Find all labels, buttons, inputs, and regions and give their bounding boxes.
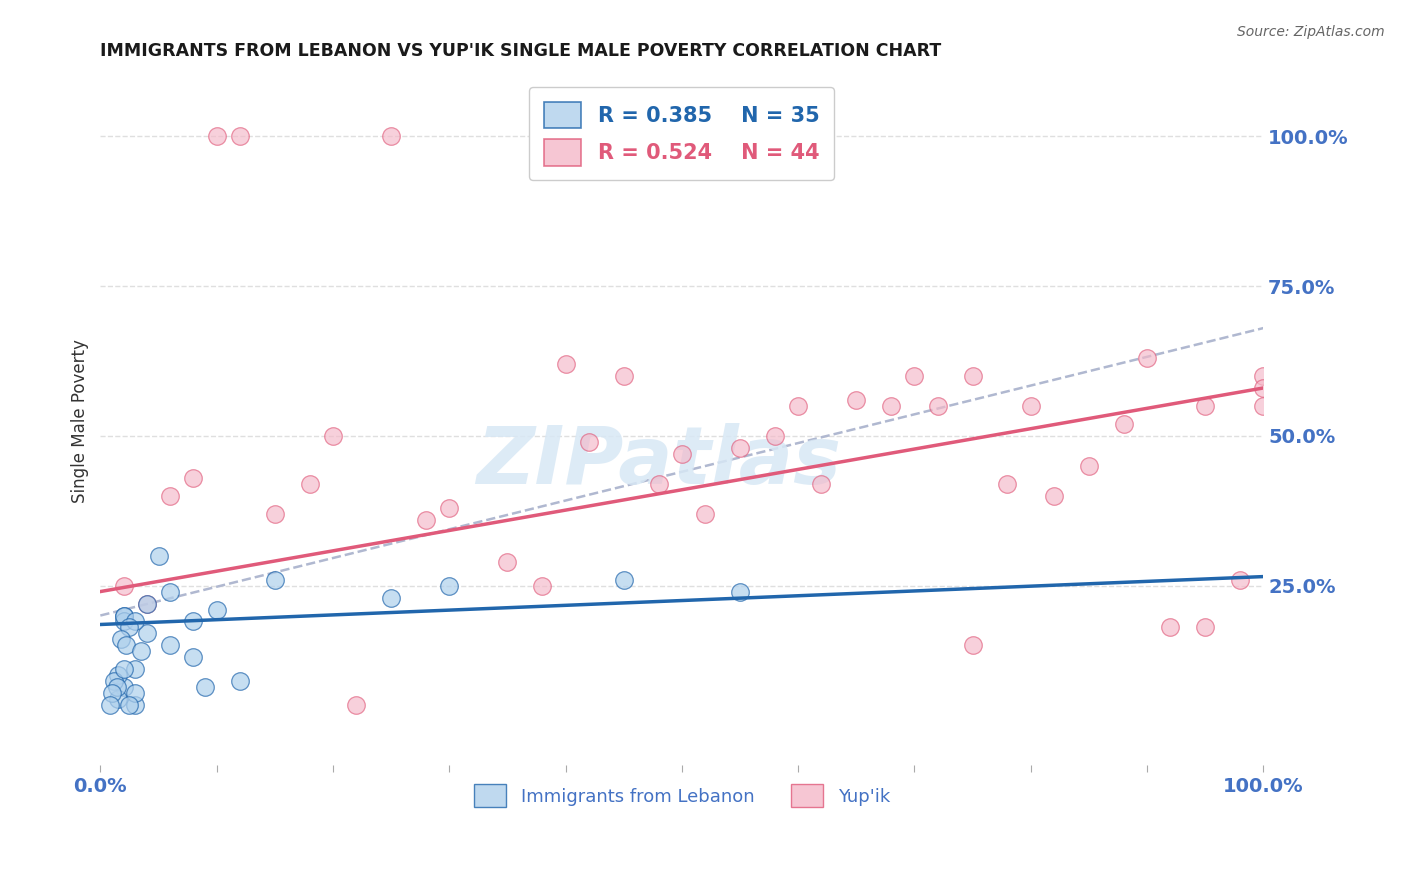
Point [1253, 369, 1275, 384]
Point [124, 615, 146, 629]
Point [229, 674, 252, 689]
Point [880, 399, 903, 413]
Point [531, 578, 554, 592]
Point [1043, 489, 1066, 503]
Point [845, 392, 868, 407]
Point [135, 597, 157, 611]
Y-axis label: Single Male Poverty: Single Male Poverty [72, 339, 89, 503]
Point [135, 597, 157, 611]
Point [110, 632, 132, 647]
Point [229, 129, 252, 144]
Point [148, 549, 170, 563]
Point [98, 698, 121, 713]
Point [183, 615, 205, 629]
Point [1077, 458, 1099, 473]
Point [613, 573, 636, 587]
Point [322, 429, 344, 443]
Text: Source: ZipAtlas.com: Source: ZipAtlas.com [1237, 25, 1385, 39]
Point [787, 399, 810, 413]
Point [263, 573, 285, 587]
Point [997, 476, 1019, 491]
Point [554, 357, 576, 371]
Point [439, 500, 461, 515]
Point [135, 626, 157, 640]
Point [496, 555, 519, 569]
Point [578, 434, 600, 449]
Text: ZIPatlas: ZIPatlas [477, 423, 841, 501]
Point [124, 698, 146, 713]
Point [183, 650, 205, 665]
Point [693, 507, 716, 521]
Point [415, 513, 437, 527]
Point [1159, 620, 1181, 634]
Point [1194, 620, 1216, 634]
Point [1253, 381, 1275, 395]
Point [263, 507, 285, 521]
Point [159, 584, 181, 599]
Point [118, 698, 141, 713]
Point [1136, 351, 1159, 365]
Point [205, 129, 228, 144]
Point [112, 608, 135, 623]
Point [962, 639, 984, 653]
Point [183, 471, 205, 485]
Point [112, 578, 135, 592]
Point [159, 639, 181, 653]
Point [101, 686, 124, 700]
Point [115, 639, 138, 653]
Point [103, 674, 125, 689]
Point [124, 662, 146, 676]
Point [112, 662, 135, 676]
Point [159, 489, 181, 503]
Point [962, 369, 984, 384]
Point [1253, 399, 1275, 413]
Point [344, 698, 367, 713]
Point [1194, 399, 1216, 413]
Point [205, 602, 228, 616]
Point [112, 615, 135, 629]
Point [903, 369, 925, 384]
Point [1112, 417, 1135, 431]
Point [728, 584, 751, 599]
Point [194, 681, 217, 695]
Point [298, 476, 321, 491]
Point [107, 692, 129, 706]
Point [380, 591, 402, 605]
Point [380, 129, 402, 144]
Text: IMMIGRANTS FROM LEBANON VS YUP'IK SINGLE MALE POVERTY CORRELATION CHART: IMMIGRANTS FROM LEBANON VS YUP'IK SINGLE… [100, 42, 942, 60]
Point [671, 447, 693, 461]
Point [1229, 573, 1251, 587]
Point [1019, 399, 1042, 413]
Point [124, 686, 146, 700]
Point [118, 620, 141, 634]
Point [105, 681, 128, 695]
Point [439, 578, 461, 592]
Point [647, 476, 669, 491]
Point [810, 476, 832, 491]
Legend: Immigrants from Lebanon, Yup'ik: Immigrants from Lebanon, Yup'ik [467, 777, 897, 814]
Point [763, 429, 786, 443]
Point [728, 441, 751, 455]
Point [129, 644, 152, 658]
Point [112, 681, 135, 695]
Point [927, 399, 949, 413]
Point [107, 668, 129, 682]
Point [613, 369, 636, 384]
Point [112, 608, 135, 623]
